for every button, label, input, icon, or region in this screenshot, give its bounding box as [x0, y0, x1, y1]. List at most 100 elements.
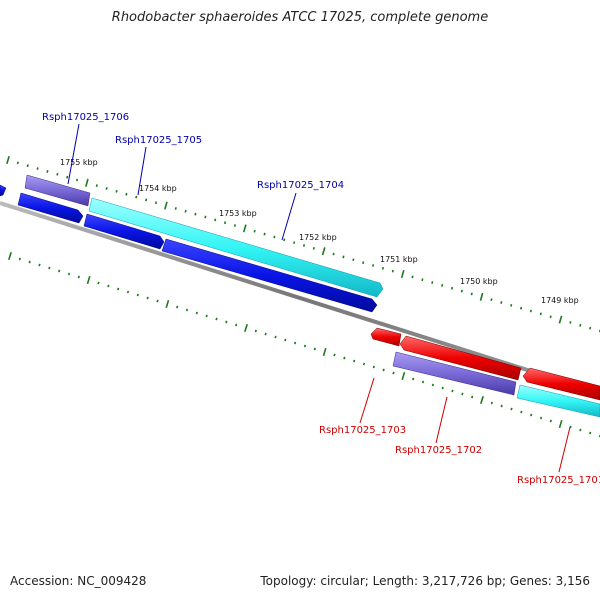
outer-scale-minor-tick [253, 229, 256, 233]
inner-scale-minor-tick [225, 320, 228, 324]
leader-line-1702 [435, 396, 448, 444]
outer-scale-minor-tick [371, 264, 375, 267]
inner-scale-major-tick [558, 419, 563, 429]
inner-scale-minor-tick [205, 314, 208, 318]
outer-scale-minor-tick [441, 283, 444, 287]
cds-blue-1706b[interactable] [17, 192, 84, 224]
inner-scale-major-tick [86, 275, 91, 285]
outer-scale-major-tick [6, 155, 10, 165]
cds-red-1701[interactable] [522, 367, 600, 401]
inner-scale-minor-tick [451, 389, 454, 393]
cds-purple-1702[interactable] [392, 351, 517, 396]
gene-label-1705[interactable]: Rsph17025_1705 [115, 135, 202, 146]
outer-scale-minor-tick [539, 312, 542, 316]
outer-scale-minor-tick [332, 252, 335, 256]
inner-scale-minor-tick [353, 359, 356, 363]
inner-scale-major-tick [165, 299, 170, 309]
outer-scale-minor-tick [342, 255, 345, 259]
outer-scale-minor-tick [589, 326, 592, 330]
inner-scale-minor-tick [549, 419, 552, 423]
inner-scale-minor-tick [313, 347, 316, 351]
inner-scale-minor-tick [28, 260, 31, 264]
gene-label-1702[interactable]: Rsph17025_1702 [395, 445, 482, 456]
cds-red-1702[interactable] [399, 335, 522, 381]
outer-scale-minor-tick [263, 232, 266, 236]
inner-scale-minor-tick [421, 380, 425, 384]
outer-scale-minor-tick [115, 189, 118, 193]
inner-scale-minor-tick [539, 416, 543, 420]
inner-scale-minor-tick [146, 296, 149, 300]
scale-label-1749: 1749 kbp [541, 296, 579, 305]
outer-scale-minor-tick [421, 278, 424, 282]
outer-scale-major-tick [479, 292, 484, 301]
outer-scale-minor-tick [105, 187, 108, 190]
outer-scale-minor-tick [36, 167, 39, 170]
cds-blue-left-edge[interactable] [0, 184, 7, 197]
outer-scale-minor-tick [174, 207, 177, 210]
inner-scale-major-tick [401, 371, 406, 381]
outer-scale-minor-tick [145, 198, 148, 202]
outer-scale-minor-tick [510, 303, 513, 307]
outer-scale-minor-tick [391, 269, 394, 273]
gene-label-1701[interactable]: Rsph17025_1701 [517, 475, 600, 486]
outer-scale-minor-tick [233, 224, 237, 227]
outer-scale-minor-tick [549, 315, 552, 319]
inner-scale-ticks [8, 251, 600, 438]
cds-purple-1706[interactable] [24, 174, 91, 207]
outer-scale-major-tick [400, 269, 405, 279]
cds-cyan-1705-1704[interactable] [88, 197, 384, 298]
inner-scale-minor-tick [382, 368, 385, 372]
inner-scale-minor-tick [38, 263, 41, 267]
inner-scale-minor-tick [431, 383, 434, 387]
inner-scale-minor-tick [362, 362, 366, 366]
inner-scale-minor-tick [471, 395, 474, 399]
outer-scale-minor-tick [411, 275, 414, 279]
inner-scale-minor-tick [490, 401, 493, 405]
inner-scale-minor-tick [48, 266, 51, 270]
outer-scale-major-tick [321, 247, 326, 256]
outer-scale-minor-tick [194, 212, 197, 216]
outer-scale-minor-tick [154, 201, 158, 205]
cds-blue-1705[interactable] [83, 213, 165, 250]
outer-scale-ticks [6, 155, 600, 333]
cds-blue-1704[interactable] [161, 238, 378, 313]
outer-scale-minor-tick [500, 301, 503, 304]
inner-scale-minor-tick [294, 341, 297, 345]
inner-scale-minor-tick [195, 311, 198, 315]
outer-scale-minor-tick [312, 246, 315, 250]
cds-red-1703[interactable] [370, 327, 402, 347]
inner-scale-minor-tick [412, 377, 415, 381]
outer-scale-major-tick [85, 178, 89, 187]
outer-scale-major-tick [164, 201, 168, 210]
footer-genome-info: Topology: circular; Length: 3,217,726 bp… [260, 574, 590, 588]
outer-scale-minor-tick [66, 175, 69, 179]
inner-scale-minor-tick [176, 305, 179, 309]
inner-scale-minor-tick [117, 287, 120, 291]
gene-label-1703[interactable]: Rsph17025_1703 [319, 425, 406, 436]
inner-scale-minor-tick [77, 275, 80, 279]
outer-scale-minor-tick [75, 178, 79, 182]
gene-label-1706[interactable]: Rsph17025_1706 [42, 112, 129, 123]
scale-label-1755: 1755 kbp [60, 158, 98, 167]
leader-line-1706 [67, 123, 80, 185]
outer-scale-minor-tick [302, 244, 306, 247]
inner-scale-major-tick [244, 323, 248, 333]
inner-scale-minor-tick [530, 413, 533, 417]
inner-scale-major-tick [8, 251, 12, 261]
outer-scale-minor-tick [184, 209, 187, 213]
outer-scale-minor-tick [135, 195, 138, 199]
inner-scale-minor-tick [441, 386, 444, 390]
inner-scale-minor-tick [284, 338, 287, 342]
outer-scale-minor-tick [16, 161, 19, 165]
outer-scale-minor-tick [431, 281, 434, 284]
outer-scale-minor-tick [362, 261, 365, 264]
inner-scale-minor-tick [97, 281, 100, 285]
inner-scale-minor-tick [520, 410, 523, 414]
inner-scale-minor-tick [343, 356, 346, 360]
gene-label-1704[interactable]: Rsph17025_1704 [257, 180, 344, 191]
footer-accession: Accession: NC_009428 [10, 574, 147, 588]
scale-label-1751: 1751 kbp [380, 255, 418, 264]
cds-cyan-1701[interactable] [516, 384, 600, 418]
leader-line-1703 [359, 377, 375, 424]
